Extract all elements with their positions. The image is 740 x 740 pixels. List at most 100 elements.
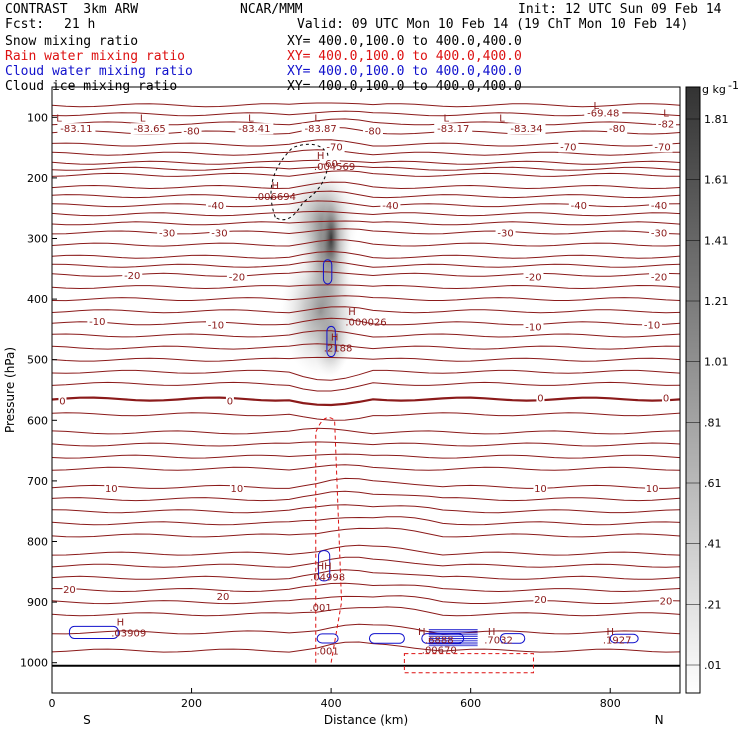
- isotherm-label-41: 20: [534, 595, 547, 606]
- isotherm-label-bg-38: [645, 483, 660, 495]
- isotherm-480: [52, 343, 680, 350]
- isotherm-label-bg-32: [225, 395, 234, 407]
- isotherm-label-bg-19: [157, 227, 178, 239]
- x-tick-label-3: 600: [460, 697, 481, 710]
- x-tick-label-0: 0: [49, 697, 56, 710]
- isotherm-label-11: -70: [326, 142, 342, 153]
- isotherm-label-bg-33: [536, 392, 545, 404]
- isotherm-label-bg-11: [324, 141, 345, 153]
- isotherm-840: [52, 556, 680, 568]
- isotherm-310: [52, 239, 680, 247]
- isotherm-label-9: -82: [658, 119, 674, 130]
- isotherm-label-bg-15: [205, 200, 226, 212]
- extrema-label-13: .000026: [345, 318, 386, 329]
- colorbar-label-4: .81: [704, 416, 722, 429]
- init-time: Init: 12 UTC Sun 09 Feb 14: [518, 2, 722, 17]
- extrema-label-12: H: [348, 307, 356, 318]
- isotherm-label-24: -20: [229, 273, 245, 284]
- isotherm-label-bg-35: [104, 483, 119, 495]
- x-end-label-north: N: [655, 713, 664, 727]
- isotherm-95: [52, 110, 680, 117]
- extrema-label-21: .001: [316, 647, 338, 658]
- isotherm-420: [52, 306, 680, 314]
- isotherm-640: [52, 441, 680, 447]
- extrema-label-15: .2188: [324, 344, 353, 355]
- cloud-water-contour-2: [318, 550, 331, 582]
- cloud-water-contour-5: [368, 633, 405, 644]
- extrema-label-17: .04998: [310, 573, 345, 584]
- isotherm-label-bg-0: [57, 123, 96, 135]
- field-xy-cloud-water: XY= 400.0,100.0 to 400.0,400.0: [287, 64, 522, 79]
- extrema-label-28: .1927: [603, 636, 632, 647]
- extrema-label-4: L: [443, 113, 449, 124]
- isotherm-label-26: -20: [651, 273, 667, 284]
- isotherm-label-bg-1: [130, 123, 169, 135]
- isotherm-label-bg-6: [434, 123, 473, 135]
- isotherm-275: [52, 220, 680, 226]
- isotherm-80: [52, 102, 680, 108]
- extrema-label-25: H: [488, 627, 496, 638]
- isotherm-label-39: 20: [63, 585, 76, 596]
- isotherm-175: [52, 159, 680, 165]
- org-title: NCAR/MMM: [240, 2, 303, 17]
- isotherm-label-bg-27: [87, 315, 108, 327]
- extrema-label-23: .6888: [425, 636, 454, 647]
- isotherm-185: [52, 165, 680, 171]
- isotherm-label-12: -70: [560, 142, 576, 153]
- forecast-label: Fcst:: [5, 17, 45, 32]
- isotherm-lines: [52, 102, 680, 667]
- isotherm-label-35: 10: [105, 484, 118, 495]
- extrema-label-9: .004569: [314, 162, 355, 173]
- y-tick-label-8: 900: [27, 596, 48, 609]
- isotherm-label-8: -80: [609, 124, 625, 135]
- isotherm-label-bg-31: [58, 395, 67, 407]
- contour-labels: -83.11 -83.65 -80 -83.41 -83.87 -80 -83.17 -83.…: [56, 101, 677, 658]
- isotherm-230: [52, 190, 680, 199]
- isotherm-label-25: -20: [525, 273, 541, 284]
- isotherm-label-bg-36: [229, 483, 244, 495]
- isotherm-label-37: 10: [534, 484, 547, 495]
- isotherm-label-bg-22: [649, 227, 670, 239]
- isotherm-460: [52, 330, 680, 338]
- isotherm-label-bg-3: [235, 123, 274, 135]
- cloud-water-contour-0: [322, 259, 333, 285]
- colorbar-label-0: .01: [704, 659, 722, 672]
- isotherm-label-10: -69.48: [587, 108, 619, 119]
- isotherm-label-27: -10: [89, 317, 105, 328]
- isotherm-260: [52, 210, 680, 217]
- isotherm-345: [52, 260, 680, 268]
- y-tick-label-4: 500: [27, 354, 48, 367]
- isotherm-label-bg-24: [226, 271, 247, 283]
- isotherm-160: [52, 149, 680, 156]
- plot-area: [52, 102, 680, 674]
- isotherm-label-4: -83.87: [305, 124, 337, 135]
- isotherm-820: [52, 544, 680, 556]
- isotherm-label-bg-41: [533, 594, 548, 606]
- extrema-label-8: H: [317, 151, 325, 162]
- isotherm-950: [52, 623, 680, 635]
- colorbar-label-8: 1.61: [704, 174, 729, 187]
- y-tick-label-1: 200: [27, 172, 48, 185]
- field-xy-snow: XY= 400.0,100.0 to 400.0,400.0: [287, 34, 522, 49]
- isotherm-label-19: -30: [159, 228, 175, 239]
- colorbar-label-5: 1.01: [704, 356, 729, 369]
- isotherm-label-bg-14: [319, 157, 340, 169]
- isotherm-label-bg-29: [523, 321, 544, 333]
- isotherm-label-42: 20: [660, 596, 673, 607]
- isotherm-label-34: 0: [663, 393, 669, 404]
- field-xy-rain: XY= 400.0,100.0 to 400.0,400.0: [287, 49, 522, 64]
- isotherm-590: [52, 412, 680, 421]
- isotherm-label-5: -80: [365, 127, 381, 138]
- isotherm-195: [52, 170, 680, 177]
- y-tick-label-6: 700: [27, 475, 48, 488]
- snow-plume-4: [313, 305, 350, 378]
- isotherm-label-3: -83.41: [238, 124, 270, 135]
- isotherm-label-23: -20: [124, 271, 140, 282]
- isotherm-790: [52, 527, 680, 538]
- extrema-label-0: L: [56, 113, 62, 124]
- axes: 0 200 400 600 800100200300400500600700800900…: [3, 111, 664, 727]
- isotherm-label-bg-30: [642, 319, 663, 331]
- y-tick-label-9: 1000: [20, 657, 48, 670]
- colorbar-ramp: [685, 86, 701, 694]
